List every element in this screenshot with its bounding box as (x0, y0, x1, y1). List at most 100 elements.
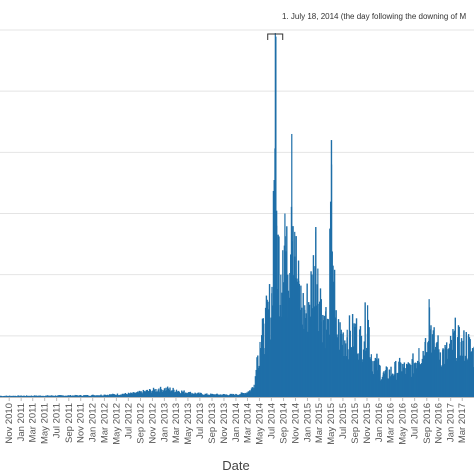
bar (258, 365, 261, 397)
bar (408, 363, 410, 397)
bar (185, 393, 188, 397)
bar (266, 299, 268, 397)
bar (342, 332, 344, 397)
bar (333, 281, 335, 397)
annotation-bracket (267, 33, 284, 40)
bar (469, 339, 471, 397)
bar (52, 395, 54, 397)
bar (229, 393, 232, 397)
bar (396, 373, 398, 397)
x-tick-label: Nov 2015 (362, 403, 373, 444)
bar (242, 392, 244, 397)
bar-peak-43 (360, 335, 363, 397)
bar (472, 367, 474, 397)
bar (4, 396, 7, 397)
bar-peak-29 (294, 231, 296, 397)
bar (96, 395, 98, 397)
bar-peak-60 (454, 329, 456, 397)
bar (70, 396, 72, 397)
bar (228, 395, 230, 397)
bar (379, 365, 381, 397)
bar (127, 392, 130, 397)
bar (434, 349, 436, 397)
bar (40, 396, 43, 397)
bar-peak-37 (327, 323, 330, 397)
bar (470, 352, 472, 397)
x-tick-label: May 2016 (398, 403, 409, 445)
bar (119, 394, 121, 397)
bar (61, 395, 63, 397)
bar (42, 395, 44, 397)
bar (359, 326, 362, 397)
bar (89, 395, 91, 397)
bar (289, 273, 291, 397)
bar (300, 307, 303, 397)
bar (118, 395, 120, 397)
bar (215, 394, 217, 397)
bar (72, 395, 74, 397)
bar (410, 376, 413, 397)
bar (108, 395, 110, 397)
bar (207, 394, 210, 397)
bar (94, 395, 97, 397)
x-tick-label: Nov 2013 (219, 403, 230, 444)
bar (138, 390, 141, 397)
bar (383, 371, 385, 397)
bar (369, 359, 372, 397)
bar (308, 304, 311, 397)
bar (302, 293, 304, 397)
bar (97, 395, 99, 397)
bar (354, 326, 356, 397)
bar (362, 349, 365, 397)
bar (288, 297, 290, 397)
bar (124, 392, 127, 397)
bar (357, 353, 359, 397)
bar-peak-36 (325, 311, 327, 397)
bar-peak-38 (330, 164, 333, 397)
x-tick-label: Mar 2017 (457, 403, 468, 443)
bar (224, 394, 227, 397)
bar (447, 349, 449, 397)
bar-peak-17 (259, 341, 261, 397)
bar (21, 396, 23, 397)
bar-peak-3 (104, 394, 106, 397)
bar (11, 396, 14, 397)
bar (463, 330, 465, 397)
bar (233, 394, 235, 397)
bar (326, 329, 328, 397)
bar (270, 317, 272, 397)
bar (126, 393, 128, 397)
bar (148, 391, 150, 397)
bar (103, 394, 105, 397)
bar (155, 389, 157, 397)
bar (402, 363, 404, 397)
bar (178, 391, 181, 397)
bar (47, 395, 50, 397)
bar (351, 314, 354, 397)
bar (319, 288, 322, 397)
bar (232, 394, 234, 397)
bar (141, 393, 144, 397)
bar (409, 363, 411, 397)
x-tick-label: Jan 2014 (231, 403, 242, 442)
bar (347, 349, 349, 397)
x-tick-label: Sep 2015 (350, 403, 361, 444)
bar (43, 396, 46, 397)
bar (307, 331, 309, 397)
bar (173, 389, 175, 397)
bar (29, 395, 31, 397)
bar (44, 395, 47, 397)
bar (395, 379, 398, 397)
bar (341, 344, 344, 397)
bar (211, 393, 214, 397)
bar (249, 390, 251, 397)
bar (101, 395, 103, 397)
bar (160, 389, 163, 397)
bar (451, 349, 453, 397)
bar (110, 394, 112, 397)
bar (294, 277, 297, 397)
bar (76, 395, 79, 397)
bars (0, 33, 474, 398)
x-tick-label: Nov 2010 (4, 403, 15, 444)
bar (171, 390, 174, 397)
